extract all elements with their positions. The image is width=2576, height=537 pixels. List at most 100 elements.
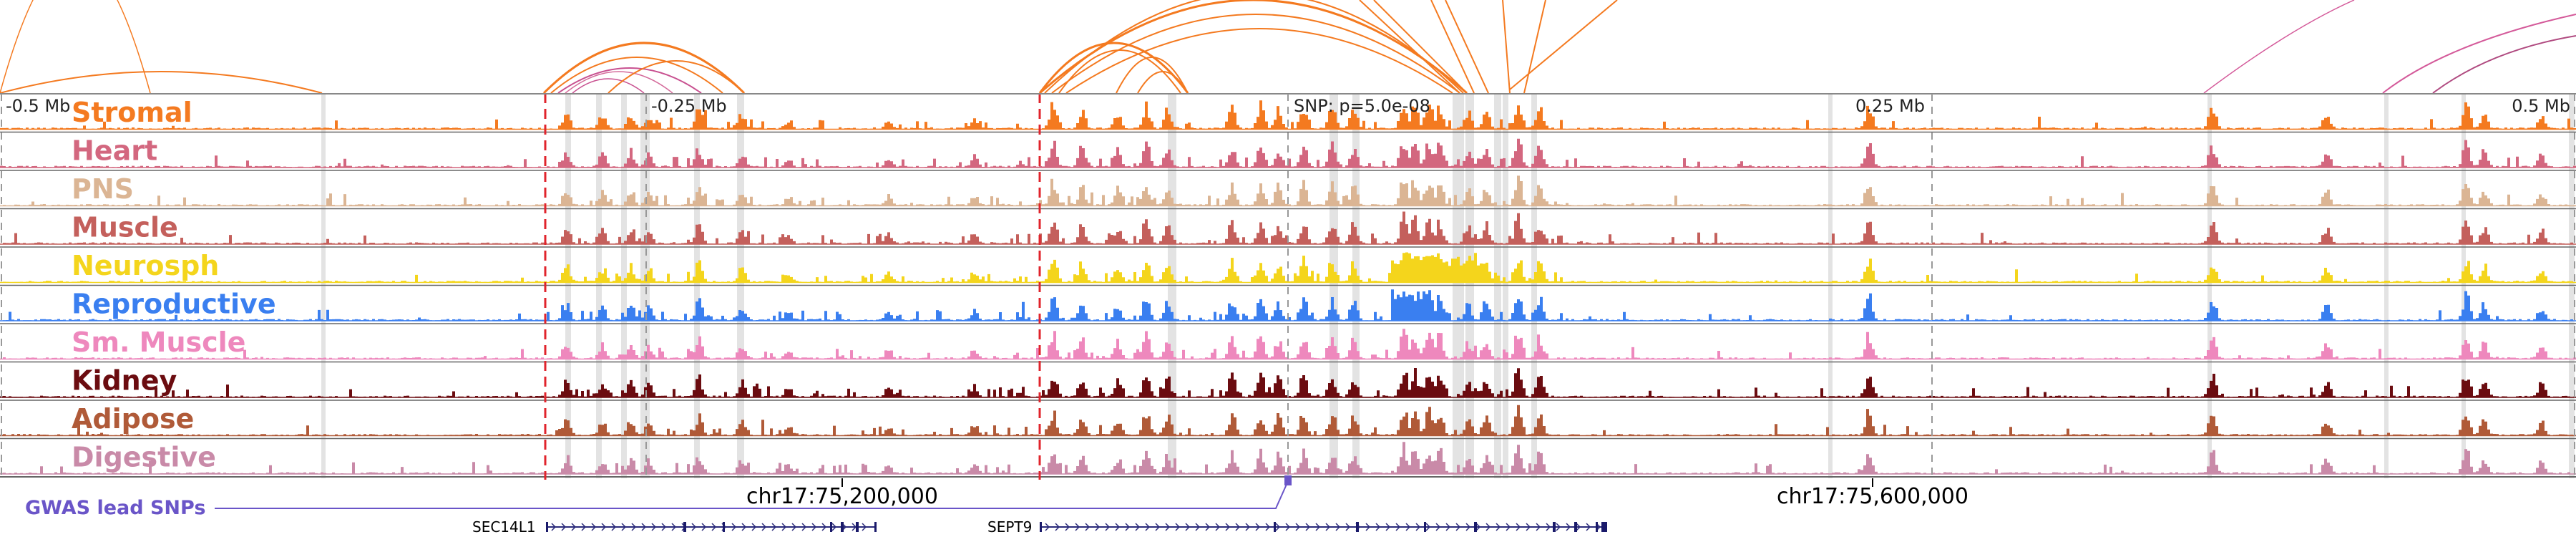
chromatin-loop-arc (2432, 35, 2576, 94)
chromatin-loop-arc (2382, 14, 2576, 94)
strand-arrow (1385, 523, 1391, 531)
strand-arrow (831, 523, 837, 531)
chromatin-loop-arc (550, 57, 723, 94)
highlight-column (737, 94, 744, 478)
highlight-column (321, 94, 326, 478)
gene-model-sec14l1 (546, 522, 877, 532)
chromatin-loop-arc (557, 67, 702, 94)
strand-arrow (1445, 523, 1451, 531)
strand-arrow (1496, 523, 1501, 531)
highlight-column (2207, 94, 2212, 478)
strand-arrow (862, 523, 867, 531)
gene-exon (683, 522, 686, 532)
strand-arrow (731, 523, 737, 531)
strand-arrow (771, 523, 777, 531)
strand-arrow (1155, 523, 1161, 531)
strand-arrow (1556, 523, 1561, 531)
track-reproductive (0, 289, 2576, 324)
track-label: Muscle (72, 212, 178, 243)
strand-arrow (1415, 523, 1421, 531)
chromatin-loop-arc (1038, 42, 1189, 94)
strand-arrow (1546, 523, 1551, 531)
strand-arrow (781, 523, 787, 531)
strand-arrow (1145, 523, 1151, 531)
strand-arrow (1375, 523, 1381, 531)
gene-label-sept9: SEPT9 (987, 518, 1032, 536)
strand-arrow (1295, 523, 1301, 531)
chromatin-loop-arcs (0, 0, 2576, 95)
strand-arrow (761, 523, 767, 531)
gene-exon (841, 522, 844, 532)
strand-arrow (821, 523, 827, 531)
signal-profile (0, 405, 2576, 436)
strand-arrow (1335, 523, 1341, 531)
highlight-column (2462, 94, 2466, 478)
strand-arrow (1075, 523, 1080, 531)
chromatin-loop-arc (1065, 28, 1453, 94)
chromatin-loop-arc (1502, 0, 1511, 94)
strand-arrow (1465, 523, 1471, 531)
strand-arrow (631, 523, 637, 531)
highlight-column (2384, 94, 2389, 478)
strand-arrow (591, 523, 597, 531)
highlight-column (1494, 94, 1501, 478)
signal-profile (0, 211, 2576, 244)
strand-arrow (561, 523, 567, 531)
strand-arrow (1506, 523, 1511, 531)
strand-arrow (1566, 523, 1571, 531)
strand-arrow (1235, 523, 1241, 531)
axis-tick-minus-0-5: -0.5 Mb (6, 96, 70, 116)
strand-arrow (661, 523, 667, 531)
signal-profile (0, 368, 2576, 397)
gwas-track-label: GWAS lead SNPs (25, 497, 205, 519)
highlight-column (596, 94, 602, 478)
highlight-column (565, 94, 571, 478)
track-stromal (0, 100, 2576, 133)
strand-arrow (1475, 523, 1481, 531)
gene-exon (874, 522, 877, 532)
strand-arrow (1245, 523, 1251, 531)
strand-arrow (1285, 523, 1291, 531)
highlight-column (1828, 94, 1833, 478)
strand-arrow (581, 523, 587, 531)
strand-arrow (1425, 523, 1431, 531)
strand-arrow (1135, 523, 1141, 531)
gene-exon (1601, 522, 1607, 532)
strand-arrow (811, 523, 817, 531)
strand-arrow (1365, 523, 1371, 531)
highlight-column (1531, 94, 1537, 478)
track-label: Digestive (72, 442, 216, 473)
strand-arrow (1185, 523, 1191, 531)
signal-profile (0, 289, 2576, 321)
chromatin-loop-arc (1058, 49, 1181, 94)
highlight-column (1503, 94, 1508, 478)
chromatin-loop-arc (1039, 0, 1468, 95)
strand-arrow (1485, 523, 1491, 531)
chromatin-loop-arc (608, 60, 745, 94)
chromatin-loop-arc (542, 42, 746, 95)
highlight-column (645, 94, 650, 478)
strand-arrow (1325, 523, 1331, 531)
gene-model-sept9 (1040, 522, 1607, 532)
strand-arrow (571, 523, 577, 531)
strand-arrow (1095, 523, 1101, 531)
strand-arrow (1165, 523, 1171, 531)
axis-tick-plus-0-25: 0.25 Mb (1855, 96, 1925, 116)
strand-arrow (1065, 523, 1070, 531)
chromatin-loop-arc (1051, 14, 1460, 94)
position-axis: -0.5 Mb -0.25 Mb SNP: p=5.0e-08 0.25 Mb … (0, 93, 2576, 480)
highlight-column (621, 94, 627, 478)
gene-exon (856, 522, 859, 532)
axis-tick-plus-0-5: 0.5 Mb (2512, 96, 2570, 116)
chromatin-loop-arc (0, 71, 323, 94)
chromatin-loop-arc (572, 78, 645, 94)
strand-arrow (641, 523, 647, 531)
strand-arrow (651, 523, 657, 531)
strand-arrow (1305, 523, 1311, 531)
strand-arrow (1125, 523, 1131, 531)
gene-exon (1596, 522, 1598, 532)
track-label: PNS (72, 173, 134, 205)
coordinate-label-2: chr17:75,600,000 (1777, 484, 1968, 509)
